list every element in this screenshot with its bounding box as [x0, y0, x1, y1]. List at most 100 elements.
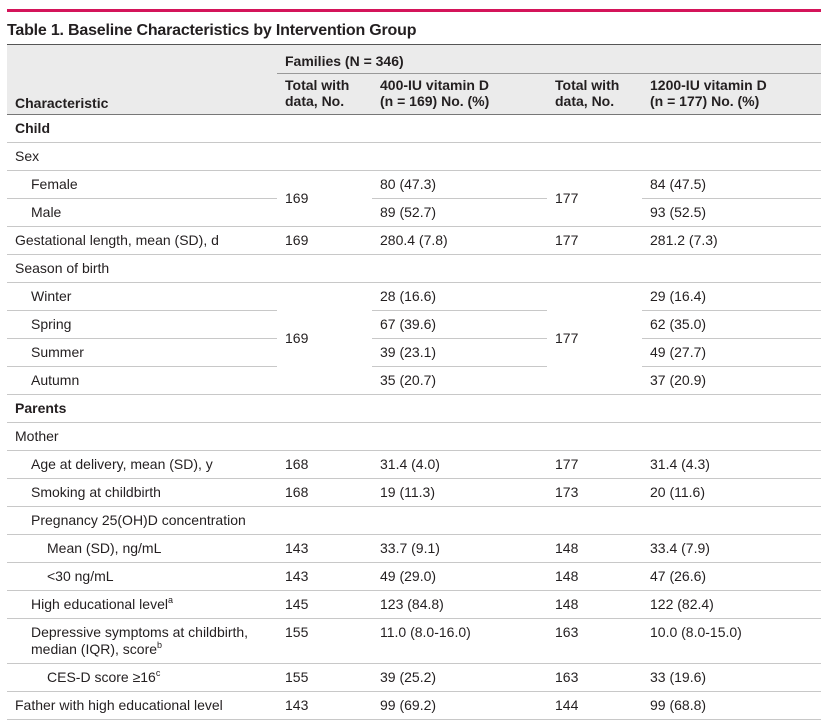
header-line: data, No.	[555, 93, 615, 109]
label-text: High educational level	[31, 596, 168, 612]
label-text: <30 ng/mL	[47, 568, 114, 584]
table-row: Season of birth	[7, 254, 821, 283]
cell	[642, 506, 821, 535]
label-text: Sex	[15, 148, 40, 164]
row-label: Mean (SD), ng/mL	[7, 534, 277, 563]
cell: 10.0 (8.0-15.0)	[642, 618, 821, 664]
table-figure: Table 1. Baseline Characteristics by Int…	[7, 0, 821, 720]
row-label: Autumn	[7, 366, 277, 395]
label-text: Smoking at childbirth	[31, 484, 161, 500]
section-title: Child	[7, 114, 821, 143]
table-row: Smoking at childbirth 168 19 (11.3) 173 20 (…	[7, 478, 821, 507]
header-line: (n = 169) No. (%)	[380, 93, 490, 109]
label-text: Pregnancy 25(OH)D concentration	[31, 512, 246, 528]
row-label: Mother	[7, 422, 277, 451]
table-row: Mean (SD), ng/mL 143 33.7 (9.1) 148 33.4 (7.…	[7, 534, 821, 563]
cell: 33.4 (7.9)	[642, 534, 821, 563]
cell	[547, 506, 642, 535]
table-row: CES-D score ≥16c 155 39 (25.2) 163 33 (19.6)	[7, 663, 821, 692]
cell	[547, 142, 642, 171]
cell: 155	[277, 618, 372, 664]
header-line: Total with	[555, 77, 620, 93]
shared-cell: 169	[277, 282, 372, 395]
label-text: Mother	[15, 428, 59, 444]
label-text: Mean (SD), ng/mL	[47, 540, 162, 556]
cell: 89 (52.7)	[372, 198, 547, 227]
cell: 155	[277, 663, 372, 692]
table-row: Autumn 35 (20.7) 37 (20.9)	[7, 366, 821, 395]
label-text: Father with high educational level	[15, 697, 223, 713]
cell: 33 (19.6)	[642, 663, 821, 692]
cell	[372, 506, 547, 535]
table-title: Table 1. Baseline Characteristics by Int…	[7, 22, 417, 39]
label-text: Gestational length, mean (SD), d	[15, 232, 219, 248]
cell	[547, 254, 642, 283]
row-label: Gestational length, mean (SD), d	[7, 226, 277, 255]
cell	[277, 506, 372, 535]
section-row: Parents	[7, 394, 821, 423]
cell	[277, 254, 372, 283]
label-text: Autumn	[31, 372, 80, 388]
table-row: Age at delivery, mean (SD), y 168 31.4 (4.…	[7, 450, 821, 479]
cell: 148	[547, 590, 642, 619]
table-row: Depressive symptoms at childbirth, media…	[7, 618, 821, 664]
cell: 62 (35.0)	[642, 310, 821, 339]
header-cell: Families (N = 346)	[277, 44, 821, 74]
cell: 148	[547, 562, 642, 591]
row-label: Sex	[7, 142, 277, 171]
row-label: Father with high educational level	[7, 691, 277, 720]
table-row: Gestational length, mean (SD), d 169 280.4…	[7, 226, 821, 255]
table-row: Sex	[7, 142, 821, 171]
cell: 35 (20.7)	[372, 366, 547, 395]
cell: 49 (29.0)	[372, 562, 547, 591]
header-cell: 400-IU vitamin D (n = 169) No. (%)	[372, 73, 547, 115]
cell	[277, 142, 372, 171]
label-text: Female	[31, 176, 78, 192]
cell: 163	[547, 618, 642, 664]
label-text: Male	[31, 204, 62, 220]
cell: 280.4 (7.8)	[372, 226, 547, 255]
cell: 148	[547, 534, 642, 563]
table: Characteristic Families (N = 346) Total …	[7, 44, 821, 720]
table-row: Female 169 80 (47.3) 177 84 (47.5)	[7, 170, 821, 227]
row-label: Female	[7, 170, 277, 199]
row-label: Depressive symptoms at childbirth, media…	[7, 618, 277, 664]
shared-cell: 177	[547, 170, 642, 227]
cell: 143	[277, 562, 372, 591]
cell: 173	[547, 478, 642, 507]
cell: 11.0 (8.0-16.0)	[372, 618, 547, 664]
cell	[642, 422, 821, 451]
header-cell: Total with data, No.	[547, 73, 642, 115]
header-row: Characteristic Families (N = 346)	[7, 44, 821, 115]
row-label: Male	[7, 198, 277, 227]
label-text: Summer	[31, 344, 84, 360]
cell: 144	[547, 691, 642, 720]
table-row: Winter 169 28 (16.6) 177 29 (16.4)	[7, 282, 821, 395]
footnote-mark: a	[167, 595, 173, 605]
section-title: Parents	[7, 394, 821, 423]
cell	[372, 422, 547, 451]
header-line: (n = 177) No. (%)	[650, 93, 760, 109]
table-row: Father with high educational level 143 99 …	[7, 691, 821, 720]
shared-cell: 177	[547, 282, 642, 395]
row-label: Summer	[7, 338, 277, 367]
cell	[642, 254, 821, 283]
cell: 93 (52.5)	[642, 198, 821, 227]
header-cell: 1200-IU vitamin D (n = 177) No. (%)	[642, 73, 821, 115]
cell: 281.2 (7.3)	[642, 226, 821, 255]
label-text: Spring	[31, 316, 72, 332]
table-row: Male 89 (52.7) 93 (52.5)	[7, 198, 821, 227]
cell: 177	[547, 226, 642, 255]
label-text: Season of birth	[15, 260, 110, 276]
cell: 37 (20.9)	[642, 366, 821, 395]
cell	[372, 254, 547, 283]
cell: 39 (23.1)	[372, 338, 547, 367]
header-cell: Characteristic	[7, 44, 277, 115]
cell: 33.7 (9.1)	[372, 534, 547, 563]
cell: 67 (39.6)	[372, 310, 547, 339]
cell: 99 (69.2)	[372, 691, 547, 720]
footnote-mark: c	[155, 668, 161, 678]
cell	[372, 142, 547, 171]
cell: 31.4 (4.0)	[372, 450, 547, 479]
cell: 143	[277, 534, 372, 563]
